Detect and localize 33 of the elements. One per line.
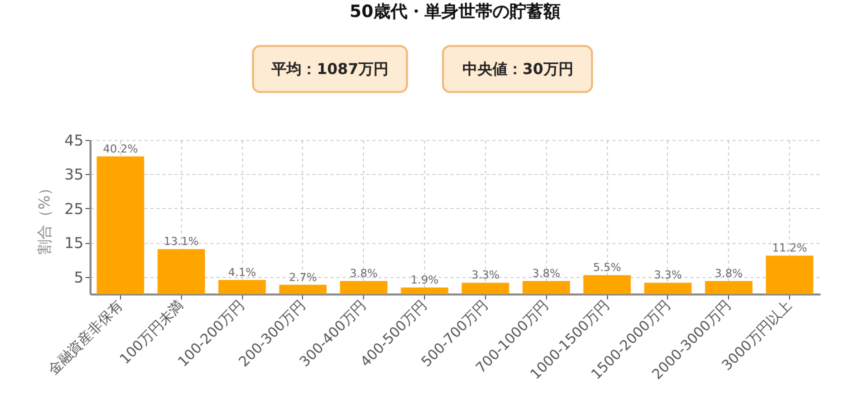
data-label: 40.2% xyxy=(102,142,138,156)
y-tick-label: 35 xyxy=(64,166,84,184)
bar xyxy=(583,275,631,294)
text: 中央値：30万円 xyxy=(442,45,594,93)
y-tick-label: 45 xyxy=(64,132,84,150)
bar xyxy=(400,288,448,294)
data-label: 4.1% xyxy=(228,266,256,279)
y-tick-label: 25 xyxy=(64,200,84,218)
data-label: 2.7% xyxy=(288,270,317,284)
bar xyxy=(158,249,205,294)
bar xyxy=(218,280,266,294)
data-label: 11.2% xyxy=(772,242,808,255)
data-label: 5.5% xyxy=(593,261,622,274)
y-tick-label: 5 xyxy=(74,268,84,286)
data-label: 3.8% xyxy=(350,266,378,280)
bar xyxy=(96,156,144,294)
data-label: 3.8% xyxy=(714,266,743,280)
data-label: 13.1% xyxy=(164,235,199,248)
bar xyxy=(705,280,752,294)
data-label: 3.3% xyxy=(654,268,682,282)
bar xyxy=(340,280,388,294)
y-axis-title: 割合（%） xyxy=(35,180,54,255)
text: 平均：1087万円 xyxy=(252,45,408,93)
bar xyxy=(766,256,814,294)
chart-title: 50歳代・単身世帯の貯蓄額 xyxy=(350,2,560,22)
data-label: 3.8% xyxy=(532,266,560,280)
bar xyxy=(644,282,692,294)
data-label: 3.3% xyxy=(471,268,500,282)
bar xyxy=(522,280,570,294)
y-tick-label: 15 xyxy=(64,234,84,252)
bar xyxy=(279,284,327,294)
bar xyxy=(462,282,510,294)
data-label: 1.9% xyxy=(410,274,439,286)
